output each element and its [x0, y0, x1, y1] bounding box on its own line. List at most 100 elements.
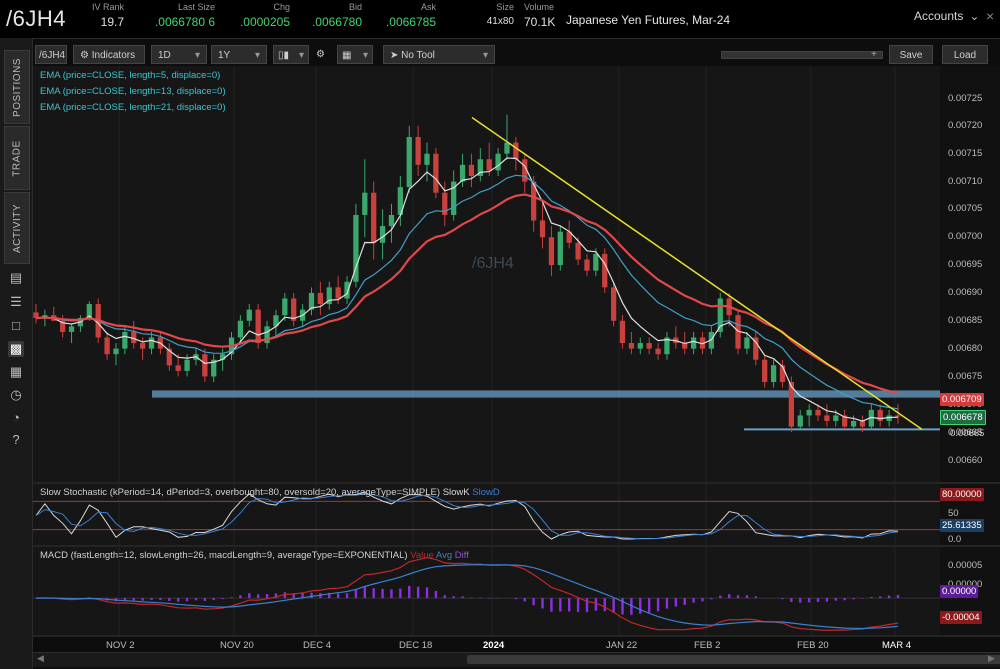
quote-bid: Bid .0066780 [296, 2, 362, 31]
horizontal-scrollbar[interactable]: ◀ ▶ [33, 652, 1000, 667]
indicators-label: Indicators [91, 50, 136, 61]
candle-body [397, 187, 403, 215]
candle-body [317, 292, 324, 305]
chart-watermark: /6JH4 [472, 255, 514, 272]
toolbar-symbol[interactable]: /6JH4 [35, 45, 67, 64]
candle-body [735, 315, 741, 349]
candle-body [504, 142, 510, 154]
candle-body [140, 343, 146, 349]
add-icon[interactable]: + [871, 49, 877, 60]
date-tick: NOV 20 [220, 640, 254, 651]
ema-21-line [35, 193, 899, 395]
range-value: 1Y [218, 50, 231, 61]
ema-21-label[interactable]: EMA (price=CLOSE, length=21, displace=0) [40, 102, 226, 113]
time-slider[interactable] [721, 51, 883, 59]
price-tick: 0.00665 [948, 427, 983, 438]
tool-select[interactable]: ➤ No Tool ▾ [383, 45, 495, 64]
load-button[interactable]: Load [942, 45, 988, 64]
gauge-icon[interactable]: ◔ [12, 410, 20, 425]
price-axis-pane [940, 66, 1000, 635]
beaker-icon: ⚙ [80, 50, 89, 61]
close-icon[interactable]: × [986, 8, 995, 24]
grid-icon[interactable]: ▦ [9, 364, 23, 379]
chevron-down-icon: ▾ [362, 50, 368, 61]
macd-pane [33, 547, 940, 635]
tab-trade[interactable]: TRADE [4, 126, 30, 190]
quote-change: Chg .0000205 [224, 2, 290, 31]
interval-value: 1D [158, 50, 171, 61]
save-button[interactable]: Save [889, 45, 933, 64]
date-tick: NOV 2 [106, 640, 135, 651]
ema-13-label[interactable]: EMA (price=CLOSE, length=13, displace=0) [40, 86, 226, 97]
chart-icon[interactable]: ▩ [8, 341, 24, 357]
ema-5-label[interactable]: EMA (price=CLOSE, length=5, displace=0) [40, 70, 221, 81]
ema-13-line [35, 174, 899, 410]
candle-body [273, 315, 279, 327]
date-tick: JAN 22 [606, 640, 638, 651]
list-icon[interactable]: ▤ [9, 270, 23, 285]
quote-value: .0066780 6 [154, 15, 215, 29]
quote-label: IV Rank [91, 2, 124, 12]
chevron-down-icon: ▾ [298, 50, 304, 61]
candle-body [868, 409, 874, 427]
support-zone [152, 390, 940, 398]
chart-style-select[interactable]: ▯▮ ▾ [273, 45, 309, 64]
accounts-dropdown[interactable]: Accounts ⌄ [914, 9, 979, 23]
candle-body [655, 348, 661, 355]
macd-diff-tag: 0.00000 [940, 585, 979, 598]
candle-body [770, 365, 777, 383]
price-tick: 0.00680 [948, 343, 983, 354]
candle-body [539, 220, 546, 238]
settings-gear-icon[interactable]: ⚙ [316, 49, 325, 60]
candle-body [424, 153, 430, 165]
drawing-set-select[interactable]: ▦ ▾ [337, 45, 373, 64]
candle-body [486, 159, 492, 171]
candle-body [326, 287, 332, 305]
date-tick: MAR 4 [882, 640, 912, 651]
scroll-left-icon[interactable]: ◀ [37, 653, 44, 663]
interval-select[interactable]: 1D ▾ [151, 45, 207, 64]
candle-body [682, 343, 688, 349]
bullets-icon[interactable]: ☰ [10, 294, 22, 309]
candle-body [690, 337, 697, 349]
slowd-line [35, 493, 899, 540]
quote-volume: Volume 70.1K [524, 2, 560, 31]
scroll-thumb[interactable] [467, 655, 1000, 664]
macd-label[interactable]: MACD (fastLength=12, slowLength=26, macd… [40, 550, 469, 561]
macd-value-line [35, 557, 899, 632]
tab-activity[interactable]: ACTIVITY [4, 192, 30, 264]
candle-body [806, 409, 812, 416]
help-icon[interactable]: ? [12, 432, 20, 447]
macd-diff-legend: Diff [454, 550, 469, 561]
tab-positions[interactable]: POSITIONS [4, 50, 30, 124]
stochastic-label[interactable]: Slow Stochastic (kPeriod=14, dPeriod=3, … [40, 487, 500, 498]
scroll-right-icon[interactable]: ▶ [988, 653, 995, 663]
quote-iv-rank: IV Rank 19.7 [88, 2, 124, 31]
candle-body [610, 287, 617, 321]
range-select[interactable]: 1Y ▾ [211, 45, 267, 64]
macd-avg-line [36, 564, 899, 630]
indicators-button[interactable]: ⚙ Indicators [73, 45, 145, 64]
candle-body [415, 136, 421, 165]
candle-body [513, 142, 519, 160]
box-icon[interactable]: □ [12, 318, 20, 333]
candle-body [602, 253, 608, 288]
clock-icon[interactable]: ◷ [10, 387, 22, 402]
quote-label: Chg [273, 2, 290, 12]
quote-value: .0000205 [239, 15, 290, 29]
macd-avg-legend: Avg [435, 550, 453, 561]
price-tick: 0.00685 [948, 315, 983, 326]
candle-body [548, 237, 555, 266]
candle-body [575, 242, 581, 260]
candle-body [60, 320, 66, 332]
candle-body [379, 226, 386, 243]
quote-value: 19.7 [100, 15, 124, 29]
chevron-down-icon: ▾ [194, 50, 200, 61]
candle-body [557, 231, 563, 266]
symbol-title[interactable]: /6JH4 [6, 6, 66, 31]
quote-label: Size [496, 2, 514, 12]
stoch-tick: 50 [948, 508, 959, 519]
candle-body [104, 337, 110, 355]
chevron-down-icon: ▾ [482, 50, 488, 61]
